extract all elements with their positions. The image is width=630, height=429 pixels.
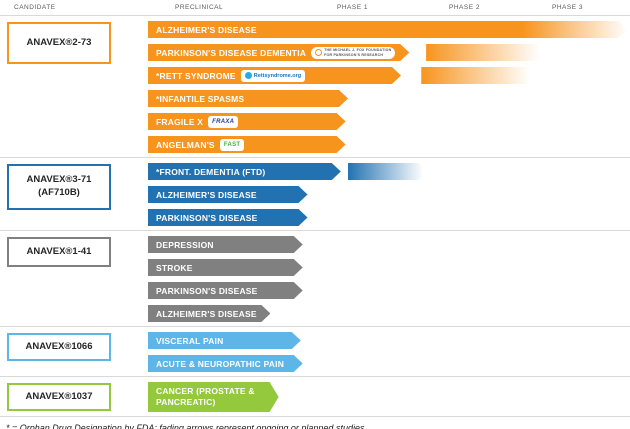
pipeline-row: ANGELMAN'S FAST	[148, 136, 630, 153]
mjff-icon	[315, 49, 322, 56]
planned-study-arrow	[426, 44, 547, 61]
pipeline-row: *FRONT. DEMENTIA (FTD)	[148, 163, 630, 180]
col-label-phase3: PHASE 3	[552, 4, 583, 11]
candidate-cell: ANAVEX®3-71 (AF710B)	[0, 162, 148, 227]
pipeline-row: ALZHEIMER'S DISEASE	[148, 305, 630, 322]
indication-bar-visceral-pain: VISCERAL PAIN	[148, 332, 301, 349]
mjff-logo-text: THE MICHAEL J. FOX FOUNDATION FOR PARKIN…	[324, 48, 391, 57]
pipeline-row: PARKINSON'S DISEASE	[148, 209, 630, 226]
candidate-cell: ANAVEX®2-73	[0, 20, 148, 154]
indication-label: STROKE	[156, 262, 193, 273]
indication-label: *INFANTILE SPASMS	[156, 93, 245, 104]
group-anavex-1-41: ANAVEX®1-41 DEPRESSION STROKE PARKINSON'…	[0, 230, 630, 326]
rettsyndrome-logo: Rettsyndrome.org	[241, 70, 305, 82]
group-anavex-1037: ANAVEX®1037 CANCER (PROSTATE & PANCREATI…	[0, 376, 630, 416]
indication-bar-alzheimers: ALZHEIMER'S DISEASE	[148, 305, 270, 322]
pipeline-row: PARKINSON'S DISEASE	[148, 282, 630, 299]
pipeline-row: ALZHEIMER'S DISEASE	[148, 21, 630, 38]
candidate-cell: ANAVEX®1-41	[0, 235, 148, 323]
pipeline-row: VISCERAL PAIN	[148, 332, 630, 349]
rettsyndrome-logo-text: Rettsyndrome.org	[253, 72, 302, 79]
fast-logo-text: FAST	[223, 141, 241, 148]
candidate-box-anavex-3-71: ANAVEX®3-71 (AF710B)	[7, 164, 111, 210]
pipeline-row: DEPRESSION	[148, 236, 630, 253]
pipeline-row: ALZHEIMER'S DISEASE	[148, 186, 630, 203]
indication-label: FRAGILE X	[156, 116, 204, 127]
indication-bar-alzheimers: ALZHEIMER'S DISEASE	[148, 186, 308, 203]
indication-bar-stroke: STROKE	[148, 259, 303, 276]
candidate-name: ANAVEX®1037	[25, 390, 93, 402]
fast-logo: FAST	[220, 139, 245, 151]
indication-label: PARKINSON'S DISEASE	[156, 285, 258, 296]
candidate-name-line2: (AF710B)	[38, 187, 80, 198]
candidate-box-anavex-2-73: ANAVEX®2-73	[7, 22, 111, 64]
indication-bar-neuropathic-pain: ACUTE & NEUROPATHIC PAIN	[148, 355, 303, 372]
pipeline-row: *INFANTILE SPASMS	[148, 90, 630, 107]
indication-rows: *FRONT. DEMENTIA (FTD) ALZHEIMER'S DISEA…	[148, 162, 630, 227]
candidate-cell: ANAVEX®1066	[0, 331, 148, 373]
indication-label: DEPRESSION	[156, 239, 214, 250]
group-anavex-3-71: ANAVEX®3-71 (AF710B) *FRONT. DEMENTIA (F…	[0, 157, 630, 230]
candidate-box-anavex-1066: ANAVEX®1066	[7, 333, 111, 361]
fraxa-logo-text: FRAXA	[212, 118, 235, 125]
indication-bar-parkinsons: PARKINSON'S DISEASE	[148, 282, 303, 299]
planned-study-arrow	[421, 67, 537, 84]
indication-rows: CANCER (PROSTATE & PANCREATIC)	[148, 381, 630, 413]
rettsyndrome-icon	[245, 72, 252, 79]
group-anavex-2-73: ANAVEX®2-73 ALZHEIMER'S DISEASE PARKINSO…	[0, 15, 630, 157]
indication-bar-alzheimers: ALZHEIMER'S DISEASE	[148, 21, 628, 38]
pipeline-row: *RETT SYNDROME Rettsyndrome.org	[148, 67, 630, 84]
indication-label: ALZHEIMER'S DISEASE	[156, 189, 257, 200]
group-anavex-1066: ANAVEX®1066 VISCERAL PAIN ACUTE & NEUROP…	[0, 326, 630, 376]
indication-bar-ftd: *FRONT. DEMENTIA (FTD)	[148, 163, 341, 180]
indication-label: ACUTE & NEUROPATHIC PAIN	[156, 358, 285, 369]
indication-bar-infantile-spasms: *INFANTILE SPASMS	[148, 90, 348, 107]
indication-label: PARKINSON'S DISEASE DEMENTIA	[156, 47, 307, 58]
candidate-box-anavex-1037: ANAVEX®1037	[7, 383, 111, 411]
indication-label: CANCER (PROSTATE & PANCREATIC)	[156, 385, 255, 407]
candidate-cell: ANAVEX®1037	[0, 381, 148, 413]
col-label-phase1: PHASE 1	[337, 4, 368, 11]
indication-rows: VISCERAL PAIN ACUTE & NEUROPATHIC PAIN	[148, 331, 630, 373]
pipeline-row: PARKINSON'S DISEASE DEMENTIA THE MICHAEL…	[148, 44, 630, 61]
indication-bar-depression: DEPRESSION	[148, 236, 303, 253]
indication-label: ANGELMAN'S	[156, 139, 215, 150]
col-label-preclinical: PRECLINICAL	[175, 4, 224, 11]
indication-rows: DEPRESSION STROKE PARKINSON'S DISEASE AL…	[148, 235, 630, 323]
indication-label: ALZHEIMER'S DISEASE	[156, 308, 257, 319]
footnote: * = Orphan Drug Designation by FDA; fadi…	[0, 416, 630, 429]
fraxa-logo: FRAXA	[208, 116, 238, 128]
pipeline-row: CANCER (PROSTATE & PANCREATIC)	[148, 382, 630, 412]
indication-bar-parkinsons-dementia: PARKINSON'S DISEASE DEMENTIA THE MICHAEL…	[148, 44, 409, 61]
planned-study-arrow	[348, 163, 428, 180]
indication-label: *RETT SYNDROME	[156, 70, 236, 81]
indication-bar-rett: *RETT SYNDROME Rettsyndrome.org	[148, 67, 401, 84]
indication-label: VISCERAL PAIN	[156, 335, 224, 346]
column-headers: CANDIDATE PRECLINICAL PHASE 1 PHASE 2 PH…	[0, 0, 630, 15]
mjff-line1: THE MICHAEL J. FOX FOUNDATION	[324, 48, 392, 53]
indication-bar-parkinsons: PARKINSON'S DISEASE	[148, 209, 308, 226]
col-label-candidate: CANDIDATE	[14, 4, 56, 11]
indication-bar-cancer: CANCER (PROSTATE & PANCREATIC)	[148, 382, 279, 412]
candidate-name: ANAVEX®1066	[25, 340, 93, 352]
indication-bar-angelmans: ANGELMAN'S FAST	[148, 136, 346, 153]
mjff-logo: THE MICHAEL J. FOX FOUNDATION FOR PARKIN…	[311, 47, 395, 59]
candidate-name: ANAVEX®1-41	[26, 245, 92, 257]
indication-label: PARKINSON'S DISEASE	[156, 212, 258, 223]
pipeline-row: ACUTE & NEUROPATHIC PAIN	[148, 355, 630, 372]
indication-rows: ALZHEIMER'S DISEASE PARKINSON'S DISEASE …	[148, 20, 630, 154]
pipeline-row: STROKE	[148, 259, 630, 276]
candidate-name: ANAVEX®3-71	[26, 174, 92, 186]
indication-bar-fragile-x: FRAGILE X FRAXA	[148, 113, 346, 130]
pipeline-row: FRAGILE X FRAXA	[148, 113, 630, 130]
indication-label: ALZHEIMER'S DISEASE	[156, 24, 257, 35]
col-label-phase2: PHASE 2	[449, 4, 480, 11]
candidate-name: ANAVEX®2-73	[26, 36, 92, 48]
candidate-box-anavex-1-41: ANAVEX®1-41	[7, 237, 111, 267]
mjff-line2: FOR PARKINSON'S RESEARCH	[324, 52, 384, 57]
indication-label: *FRONT. DEMENTIA (FTD)	[156, 166, 266, 177]
